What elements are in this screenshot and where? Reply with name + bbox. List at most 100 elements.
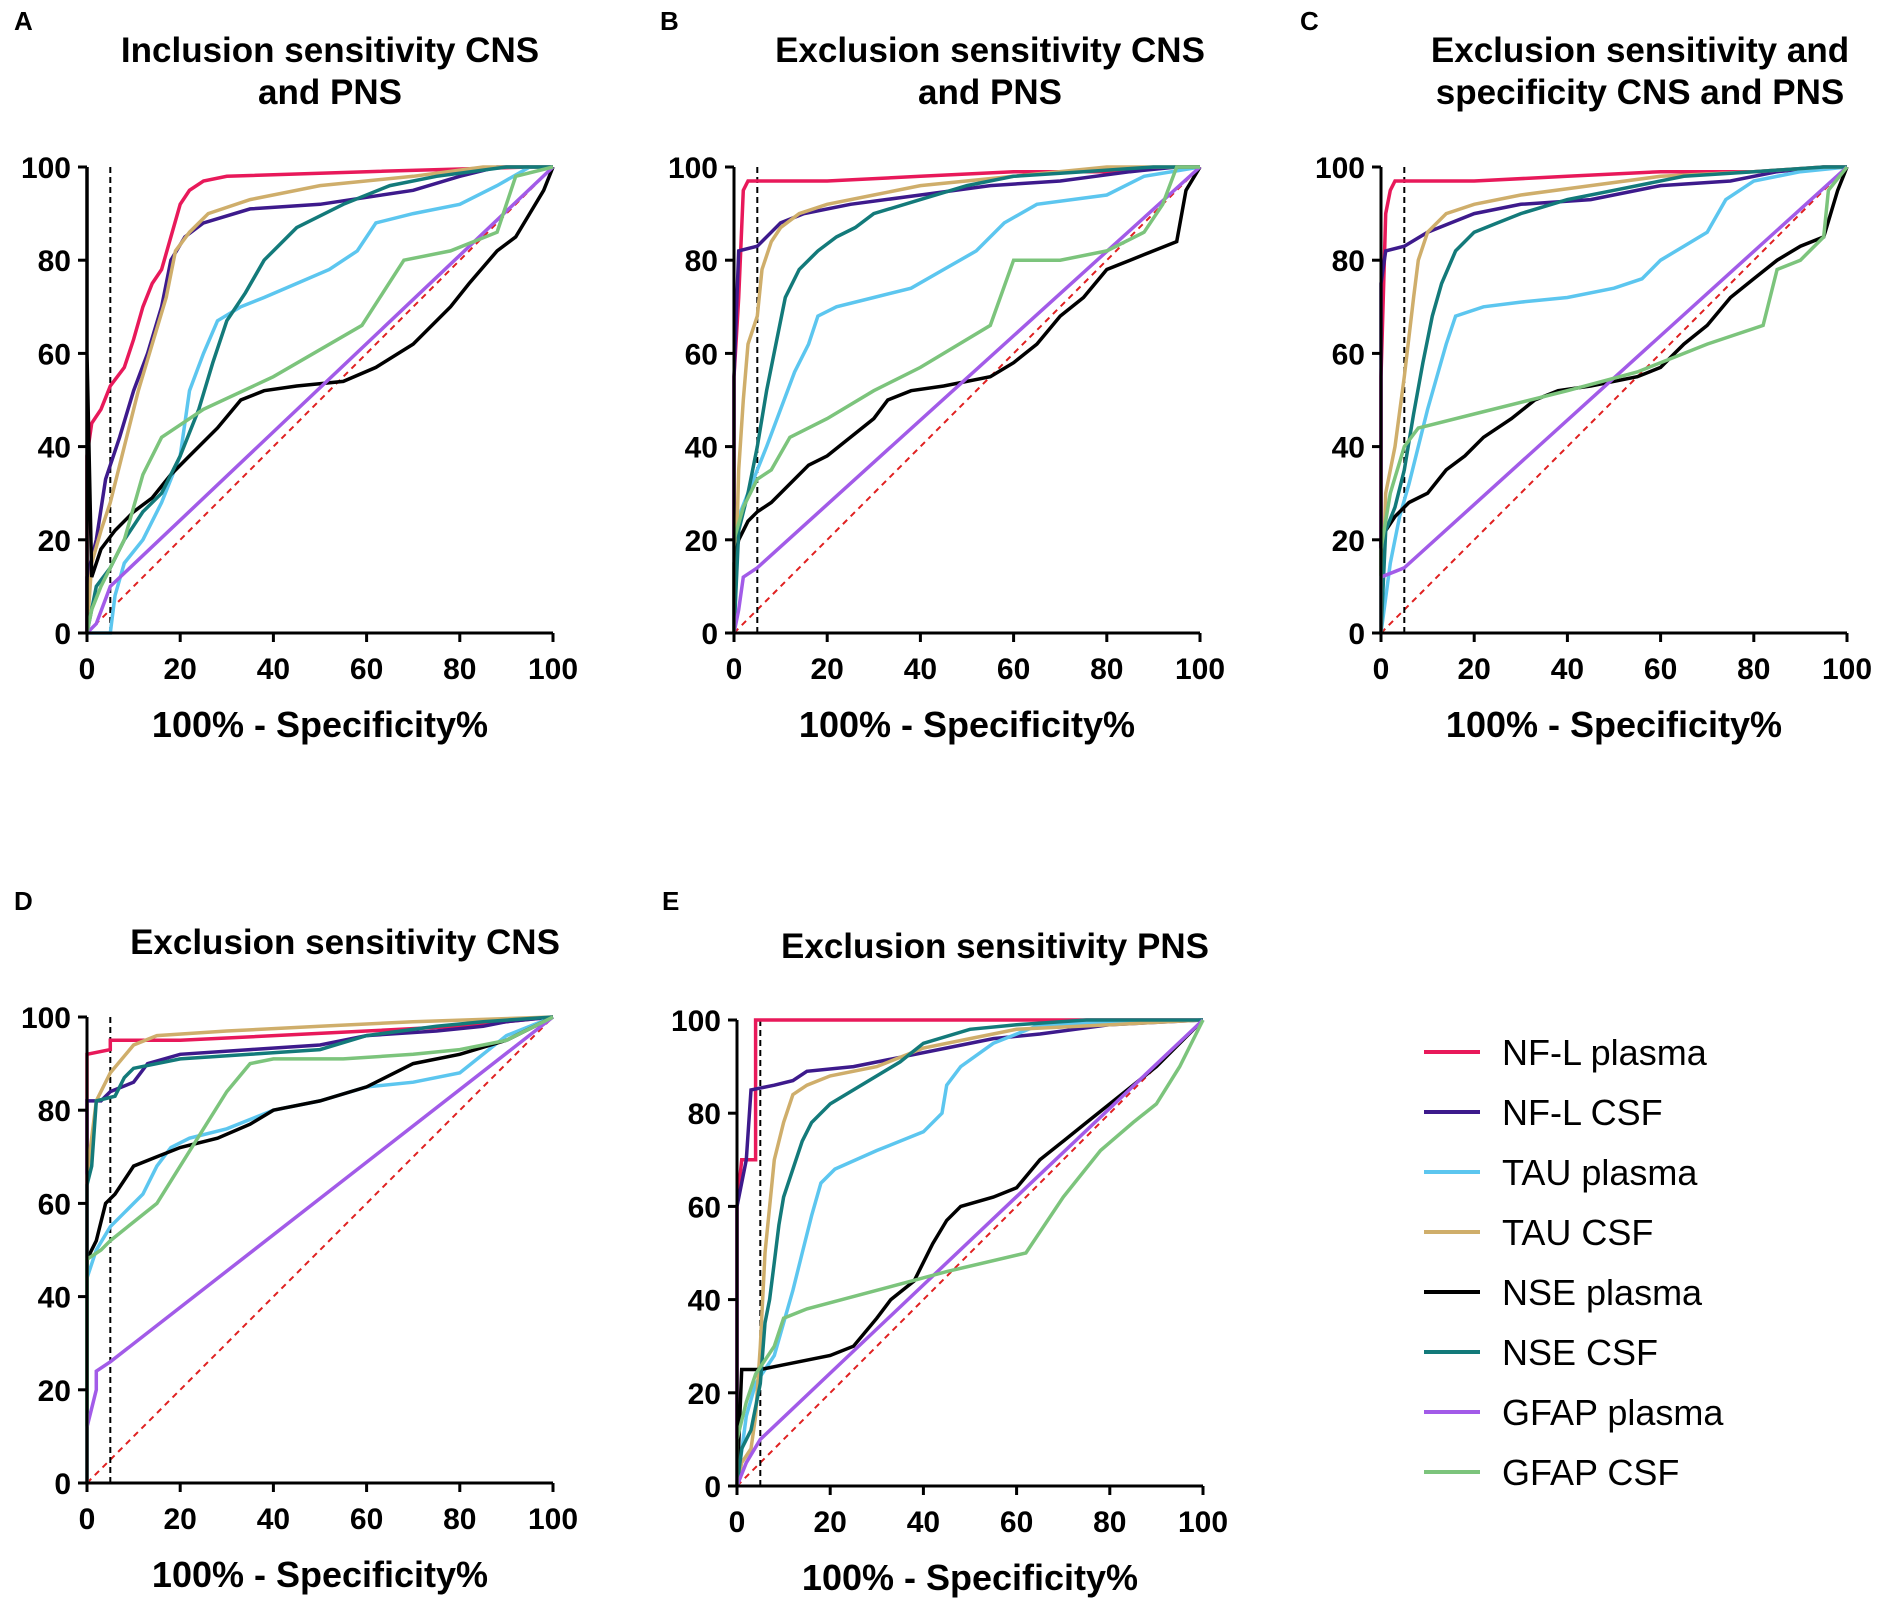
roc-curve-nf-l-csf bbox=[85, 1015, 554, 1483]
roc-curve-tau-plasma bbox=[85, 1015, 554, 1483]
y-tick-label: 60 bbox=[1332, 338, 1365, 371]
panel-title-line: Exclusion sensitivity CNS bbox=[775, 31, 1205, 70]
legend-label: TAU CSF bbox=[1502, 1212, 1653, 1253]
roc-curve-nf-l-plasma bbox=[732, 165, 1200, 633]
y-tick-label: 80 bbox=[38, 245, 71, 278]
x-tick-label: 60 bbox=[350, 653, 383, 686]
roc-curve-gfap-plasma bbox=[85, 165, 555, 635]
y-tick-label: 20 bbox=[685, 525, 718, 558]
x-axis-label: 100% - Specificity% bbox=[152, 704, 488, 745]
x-tick-label: 0 bbox=[729, 1506, 746, 1539]
x-axis-label: 100% - Specificity% bbox=[152, 1554, 488, 1595]
roc-curve-nse-csf bbox=[85, 1015, 554, 1483]
y-tick-label: 80 bbox=[1332, 245, 1365, 278]
panel-letter: D bbox=[14, 886, 33, 916]
x-tick-label: 60 bbox=[350, 1503, 383, 1536]
roc-curve-tau-csf bbox=[732, 165, 1200, 634]
legend-label: GFAP plasma bbox=[1502, 1392, 1724, 1433]
roc-curve-tau-csf bbox=[735, 1018, 1204, 1487]
panel-letter: E bbox=[662, 886, 679, 916]
roc-curve-tau-plasma bbox=[735, 1018, 1204, 1487]
roc-curve-tau-csf bbox=[85, 165, 553, 634]
roc-curve-gfap-csf bbox=[735, 1019, 1205, 1486]
roc-curve-tau-plasma bbox=[1379, 165, 1848, 634]
panel-title-line: Inclusion sensitivity CNS bbox=[121, 31, 539, 70]
x-tick-label: 40 bbox=[257, 653, 290, 686]
y-tick-label: 80 bbox=[685, 245, 718, 278]
chance-diagonal bbox=[736, 1019, 1204, 1487]
legend-item: GFAP CSF bbox=[1424, 1452, 1679, 1493]
y-tick-label: 20 bbox=[1332, 525, 1365, 558]
panel-letter: C bbox=[1300, 6, 1319, 36]
y-tick-label: 20 bbox=[38, 525, 71, 558]
panel-d: D Exclusion sensitivity CNS 0 20 40 60 80 100 0 2… bbox=[14, 886, 578, 1595]
x-tick-label: 80 bbox=[1093, 1506, 1126, 1539]
x-tick-label: 60 bbox=[1000, 1506, 1033, 1539]
legend-item: NF-L CSF bbox=[1424, 1092, 1663, 1133]
roc-curve-gfap-plasma bbox=[85, 1015, 555, 1483]
roc-curve-gfap-plasma bbox=[735, 1018, 1205, 1487]
roc-curve-nse-plasma bbox=[1379, 166, 1849, 633]
roc-curve-gfap-csf bbox=[85, 165, 554, 634]
y-tick-label: 20 bbox=[688, 1378, 721, 1411]
panel-title-line: and PNS bbox=[918, 73, 1062, 112]
y-tick-label: 40 bbox=[688, 1285, 721, 1318]
legend-label: NSE CSF bbox=[1502, 1332, 1658, 1373]
roc-curve-gfap-csf bbox=[732, 165, 1200, 633]
legend-label: NSE plasma bbox=[1502, 1272, 1703, 1313]
x-tick-label: 100 bbox=[1175, 653, 1225, 686]
chance-diagonal bbox=[86, 1016, 554, 1484]
roc-curve-tau-csf bbox=[1379, 165, 1847, 634]
y-tick-label: 40 bbox=[1332, 432, 1365, 465]
x-tick-label: 80 bbox=[1090, 653, 1123, 686]
roc-curve-nf-l-plasma bbox=[85, 165, 553, 633]
y-tick-label: 0 bbox=[704, 1471, 721, 1504]
y-tick-label: 100 bbox=[668, 152, 718, 185]
x-tick-label: 80 bbox=[443, 653, 476, 686]
y-tick-label: 100 bbox=[1315, 152, 1365, 185]
x-tick-label: 20 bbox=[164, 1503, 197, 1536]
chance-diagonal bbox=[1380, 166, 1848, 634]
roc-curve-nse-csf bbox=[735, 1018, 1203, 1487]
y-tick-label: 0 bbox=[1348, 618, 1365, 651]
y-tick-label: 0 bbox=[701, 618, 718, 651]
y-tick-label: 20 bbox=[38, 1375, 71, 1408]
x-tick-label: 80 bbox=[1737, 653, 1770, 686]
legend-item: TAU CSF bbox=[1424, 1212, 1653, 1253]
legend-item: NF-L plasma bbox=[1424, 1032, 1708, 1073]
roc-curve-nse-plasma bbox=[735, 1018, 1205, 1487]
roc-curve-nf-l-plasma bbox=[1379, 165, 1847, 633]
roc-curve-gfap-csf bbox=[1379, 165, 1849, 633]
legend-item: NSE plasma bbox=[1424, 1272, 1703, 1313]
roc-curve-nse-plasma bbox=[85, 1015, 554, 1483]
x-tick-label: 20 bbox=[811, 653, 844, 686]
x-tick-label: 40 bbox=[904, 653, 937, 686]
legend-item: GFAP plasma bbox=[1424, 1392, 1724, 1433]
roc-curve-tau-plasma bbox=[732, 165, 1201, 634]
x-tick-label: 100 bbox=[1822, 653, 1872, 686]
panel-letter: A bbox=[14, 6, 33, 36]
panels-layer: A Inclusion sensitivity CNS and PNS 0 20 40 60… bbox=[14, 6, 1872, 1598]
panel-title-line: Exclusion sensitivity PNS bbox=[781, 927, 1209, 966]
roc-curve-gfap-plasma bbox=[1379, 165, 1849, 633]
y-tick-label: 60 bbox=[688, 1191, 721, 1224]
legend-label: NF-L CSF bbox=[1502, 1092, 1663, 1133]
panel-title-line: specificity CNS and PNS bbox=[1436, 73, 1844, 112]
roc-curve-nse-plasma bbox=[732, 166, 1202, 633]
y-tick-label: 40 bbox=[38, 432, 71, 465]
y-tick-label: 60 bbox=[38, 338, 71, 371]
x-tick-label: 100 bbox=[528, 653, 578, 686]
x-tick-label: 80 bbox=[443, 1503, 476, 1536]
x-tick-label: 100 bbox=[1178, 1506, 1228, 1539]
y-tick-label: 0 bbox=[54, 1468, 71, 1501]
roc-curve-nf-l-csf bbox=[735, 1018, 1204, 1486]
legend: NF-L plasma NF-L CSF TAU plasma TAU CSF NSE … bbox=[1424, 1032, 1724, 1493]
x-axis-label: 100% - Specificity% bbox=[1446, 704, 1782, 745]
y-tick-label: 60 bbox=[685, 338, 718, 371]
x-tick-label: 0 bbox=[79, 1503, 96, 1536]
y-tick-label: 60 bbox=[38, 1188, 71, 1221]
x-axis-label: 100% - Specificity% bbox=[802, 1557, 1138, 1598]
roc-curve-nf-l-plasma bbox=[85, 1015, 554, 1483]
